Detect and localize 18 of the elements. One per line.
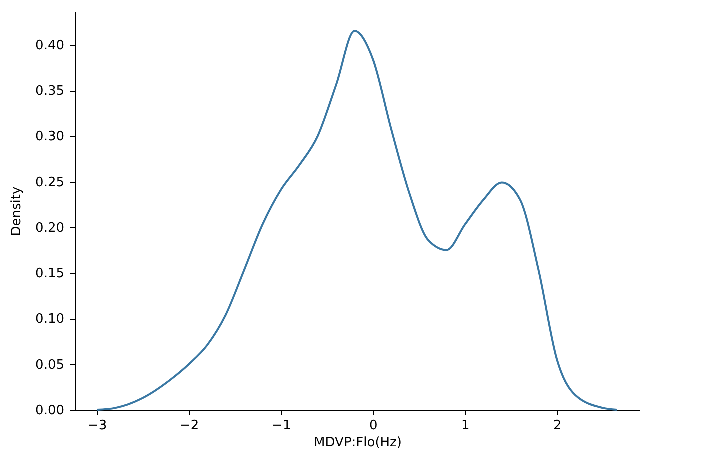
x-tick-label: −1: [272, 418, 292, 434]
y-tick-label: 0.30: [36, 130, 64, 145]
y-tick-label: 0.00: [36, 404, 64, 418]
y-tick-label: 0.15: [36, 266, 64, 282]
y-axis-title: Density: [10, 186, 25, 236]
x-tick-label: 1: [462, 418, 470, 434]
x-tick-label: 2: [554, 418, 562, 434]
y-tick-label: 0.20: [36, 220, 64, 236]
x-tick-label: −3: [88, 418, 108, 434]
x-axis-title: MDVP:Flo(Hz): [314, 436, 402, 450]
y-tick-label: 0.10: [36, 312, 64, 328]
line-series: [96, 30, 618, 411]
y-tick-label: 0.40: [36, 38, 64, 54]
x-tick-label: 0: [370, 418, 378, 434]
y-tick-label: 0.25: [36, 175, 64, 190]
x-tick-label: −2: [180, 418, 200, 434]
y-tick-label: 0.05: [36, 358, 64, 373]
y-tick-label: 0.35: [36, 84, 64, 100]
